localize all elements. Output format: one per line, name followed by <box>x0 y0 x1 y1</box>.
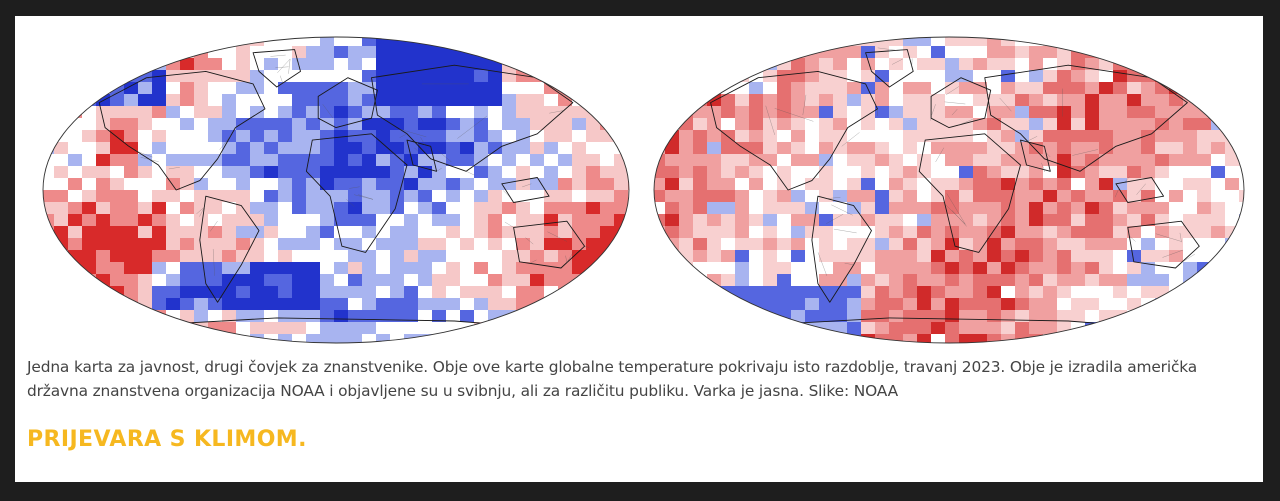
anomaly-grid <box>654 37 1244 343</box>
map-border <box>653 36 1245 344</box>
world-map-right <box>653 36 1245 344</box>
article-figure: Jedna karta za javnost, drugi čovjek za … <box>15 16 1263 482</box>
section-heading: PRIJEVARA S KLIMOM. <box>27 427 307 452</box>
map-border <box>42 36 630 344</box>
figure-caption: Jedna karta za javnost, drugi čovjek za … <box>27 358 1198 400</box>
map-pair <box>15 16 1263 346</box>
map-scientific-temperature-anomaly <box>651 34 1247 346</box>
map-public-temperature-anomaly <box>40 34 632 346</box>
anomaly-grid <box>43 37 629 343</box>
world-map-left <box>42 36 630 344</box>
